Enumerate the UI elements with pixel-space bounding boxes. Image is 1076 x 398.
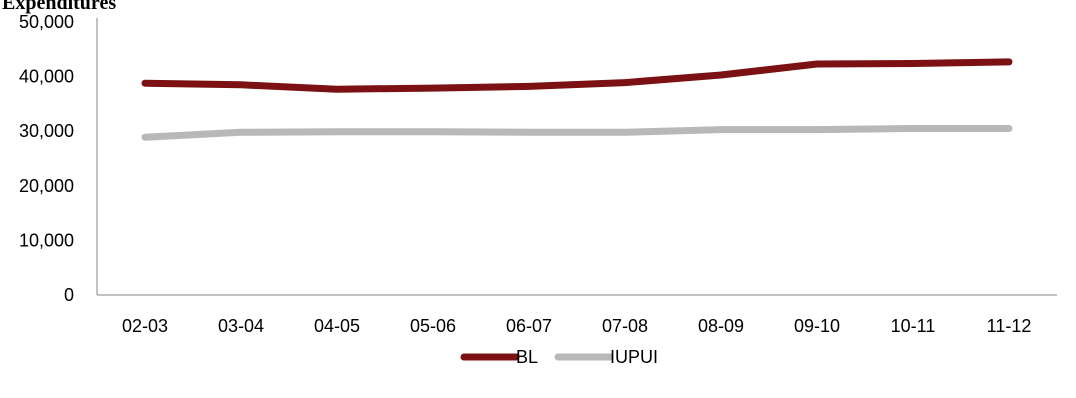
x-tick-label: 03-04 xyxy=(218,316,264,336)
x-tick-label: 11-12 xyxy=(987,316,1032,336)
y-tick-label: 40,000 xyxy=(19,67,74,87)
x-tick-label: 05-06 xyxy=(410,316,456,336)
x-tick-label: 02-03 xyxy=(122,316,168,336)
y-tick-label: 0 xyxy=(64,285,74,305)
x-tick-label: 07-08 xyxy=(602,316,648,336)
legend-label-bl: BL xyxy=(516,347,538,367)
series-line-iupui xyxy=(141,125,1013,141)
y-tick-label: 10,000 xyxy=(19,230,74,250)
x-tick-label: 09-10 xyxy=(794,316,840,336)
chart-title: Expenditures xyxy=(2,0,117,14)
series-line-bl xyxy=(141,58,1013,93)
y-tick-label: 20,000 xyxy=(19,176,74,196)
x-tick-label: 06-07 xyxy=(506,316,552,336)
y-tick-label: 50,000 xyxy=(19,12,74,32)
y-tick-label: 30,000 xyxy=(19,121,74,141)
x-tick-label: 04-05 xyxy=(314,316,360,336)
legend-label-iupui: IUPUI xyxy=(610,347,658,367)
x-tick-label: 10-11 xyxy=(891,316,936,336)
x-tick-label: 08-09 xyxy=(698,316,744,336)
